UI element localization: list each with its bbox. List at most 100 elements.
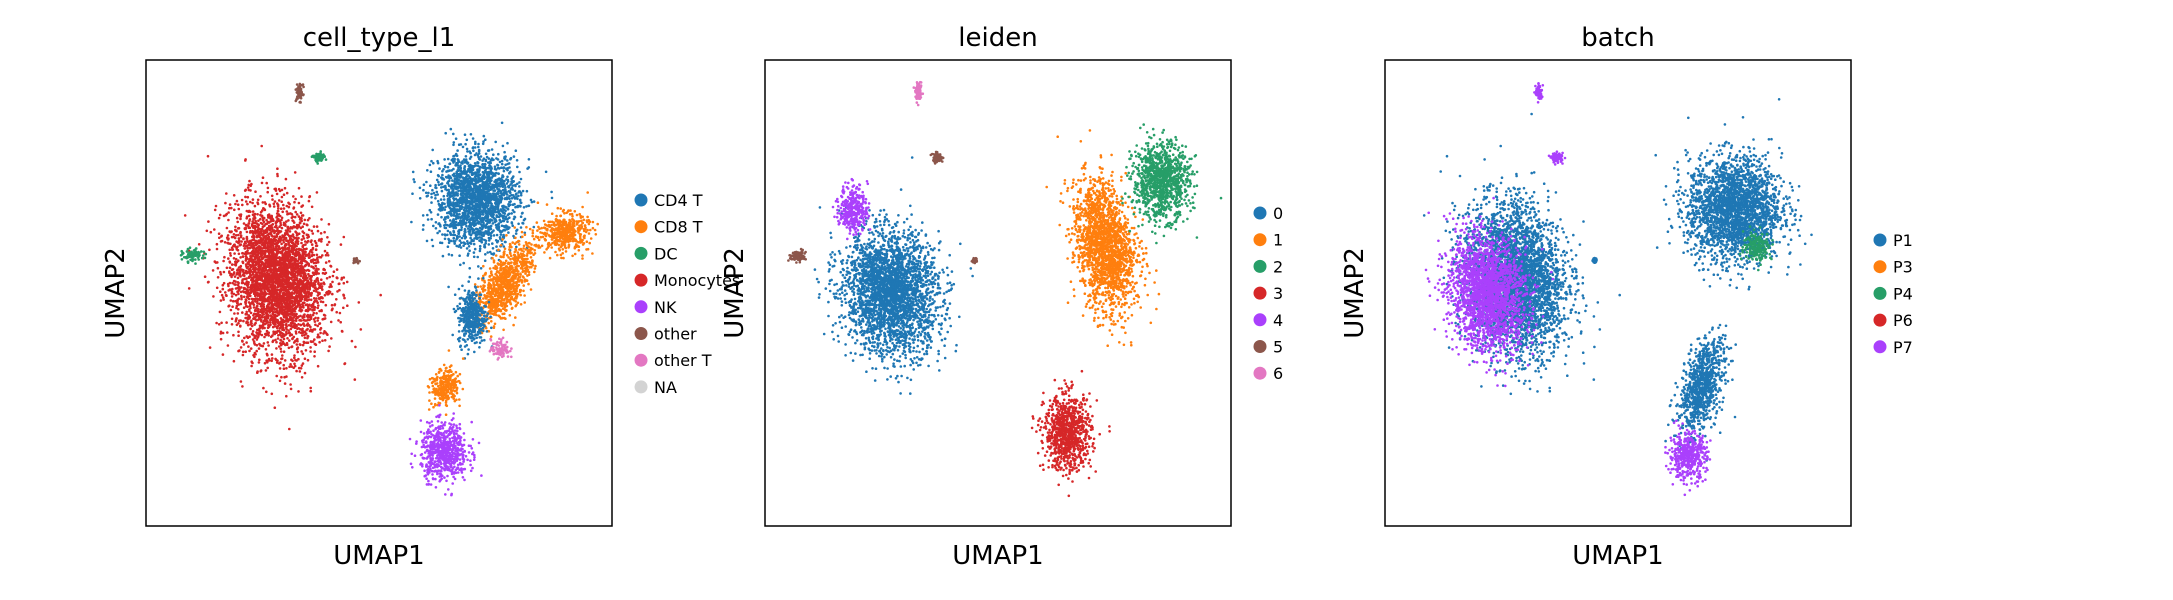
data-point — [290, 333, 293, 336]
data-point — [430, 160, 433, 163]
data-point — [204, 275, 207, 278]
data-point — [302, 280, 305, 283]
data-point — [268, 311, 271, 314]
data-point — [240, 296, 243, 299]
data-point — [476, 256, 479, 259]
data-point — [492, 253, 495, 256]
data-point — [250, 265, 253, 268]
data-point — [249, 275, 252, 278]
data-point — [427, 192, 430, 195]
data-point — [267, 341, 270, 344]
data-point — [194, 262, 197, 265]
data-point — [335, 298, 338, 301]
data-point — [235, 307, 238, 310]
data-point — [250, 312, 253, 315]
data-point — [330, 337, 333, 340]
data-point — [278, 310, 281, 313]
data-point — [245, 224, 248, 227]
data-point — [443, 195, 446, 198]
data-point — [257, 294, 260, 297]
data-point — [244, 283, 247, 286]
data-point — [272, 244, 275, 247]
data-point — [466, 247, 469, 250]
data-point — [265, 348, 268, 351]
data-point — [258, 248, 261, 251]
data-point — [242, 255, 245, 258]
data-point — [301, 262, 304, 265]
data-point — [326, 243, 329, 246]
data-point — [245, 257, 248, 260]
data-point — [338, 283, 341, 286]
data-point — [277, 205, 280, 208]
data-point — [256, 222, 259, 225]
data-point — [282, 259, 285, 262]
data-point — [223, 282, 226, 285]
data-point — [186, 256, 189, 259]
data-point — [302, 258, 305, 261]
data-point — [444, 206, 447, 209]
data-point — [255, 243, 258, 246]
data-point — [508, 201, 511, 204]
data-point — [307, 295, 310, 298]
data-point — [229, 203, 232, 206]
data-point — [430, 170, 433, 173]
data-point — [306, 299, 309, 302]
data-point — [233, 360, 236, 363]
panel-cell-type-l1: cell_type_l1 UMAP1 UMAP2 CD4 TCD8 TDCMon… — [101, 23, 740, 571]
data-point — [276, 167, 279, 170]
data-point — [351, 340, 354, 343]
data-point — [317, 317, 320, 320]
data-point — [229, 261, 232, 264]
data-point — [325, 304, 328, 307]
data-point — [275, 311, 278, 314]
data-point — [239, 256, 242, 259]
data-point — [186, 250, 189, 253]
data-point — [429, 209, 432, 212]
data-point — [279, 279, 282, 282]
data-point — [239, 231, 242, 234]
data-point — [324, 250, 327, 253]
data-point — [270, 216, 273, 219]
data-point — [489, 182, 492, 185]
data-point — [258, 347, 261, 350]
data-point — [216, 243, 219, 246]
data-point — [272, 223, 275, 226]
data-point — [229, 267, 232, 270]
data-point — [309, 316, 312, 319]
data-point — [288, 297, 291, 300]
data-point — [236, 217, 239, 220]
data-point — [292, 297, 295, 300]
data-point — [513, 155, 516, 158]
data-point — [215, 322, 218, 325]
data-point — [358, 301, 361, 304]
data-point — [260, 319, 263, 322]
data-point — [320, 283, 323, 286]
data-point — [320, 232, 323, 235]
data-point — [267, 276, 270, 279]
data-point — [294, 365, 297, 368]
data-point — [288, 339, 291, 342]
data-point — [297, 346, 300, 349]
data-point — [283, 315, 286, 318]
data-point — [238, 274, 241, 277]
data-point — [298, 202, 301, 205]
data-point — [311, 206, 314, 209]
data-point — [276, 233, 279, 236]
data-point — [281, 300, 284, 303]
data-point — [292, 252, 295, 255]
data-point — [247, 286, 250, 289]
data-point — [262, 217, 265, 220]
data-point — [443, 198, 446, 201]
data-point — [306, 224, 309, 227]
data-point — [192, 258, 195, 261]
data-point — [292, 263, 295, 266]
data-point — [291, 227, 294, 230]
data-point — [453, 242, 456, 245]
data-point — [276, 212, 279, 215]
data-point — [238, 298, 241, 301]
data-point — [272, 276, 275, 279]
data-point — [252, 276, 255, 279]
data-point — [268, 225, 271, 228]
data-point — [316, 259, 319, 262]
data-point — [264, 245, 267, 248]
